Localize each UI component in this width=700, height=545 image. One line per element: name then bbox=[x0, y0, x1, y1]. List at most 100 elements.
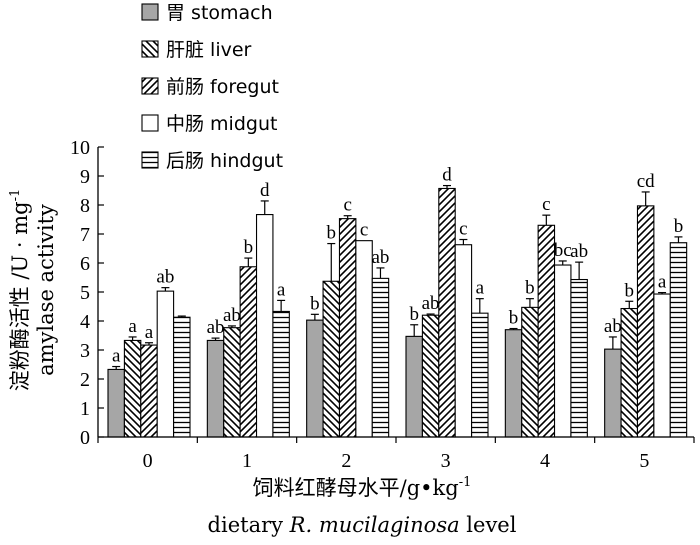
bar bbox=[570, 278, 588, 438]
bar bbox=[206, 339, 225, 438]
significance-label: ab bbox=[207, 317, 225, 338]
bar bbox=[454, 244, 473, 438]
y-tick-label: 10 bbox=[70, 137, 90, 159]
y-tick-label: 8 bbox=[80, 195, 90, 217]
bar bbox=[338, 218, 357, 438]
significance-label: b bbox=[409, 304, 419, 325]
significance-label: b bbox=[525, 278, 535, 299]
x-ticks: 0 1 2 3 4 5 bbox=[97, 437, 695, 472]
x-tick-label: 2 bbox=[341, 450, 351, 472]
bar bbox=[653, 293, 671, 438]
significance-label: ab bbox=[422, 293, 440, 314]
y-axis-title-cn-sup: -1 bbox=[8, 189, 23, 202]
legend-label: 胃 stomach bbox=[166, 2, 273, 24]
significance-label: a bbox=[476, 278, 485, 299]
y-tick-label: 9 bbox=[80, 166, 90, 188]
bar bbox=[371, 277, 390, 438]
y-tick-label: 4 bbox=[80, 311, 90, 333]
x-axis-title-cn: 饲料红酵母水平/g•kg-1 bbox=[253, 475, 472, 500]
significance-label: ab bbox=[156, 267, 174, 288]
bar bbox=[438, 187, 456, 438]
significance-label: b bbox=[327, 223, 337, 244]
bar bbox=[355, 240, 373, 438]
significance-label: c bbox=[343, 195, 351, 216]
bar bbox=[239, 266, 258, 438]
legend-swatch bbox=[141, 151, 159, 169]
significance-label: c bbox=[459, 219, 467, 240]
x-axis-title-en: dietary R. mucilaginosa level bbox=[208, 513, 517, 537]
legend-label: 肝脏 liver bbox=[166, 39, 252, 61]
bar bbox=[107, 368, 125, 438]
significance-label: cd bbox=[637, 171, 655, 192]
y-tick-label: 3 bbox=[80, 340, 90, 362]
bar bbox=[405, 335, 423, 438]
bar bbox=[669, 242, 688, 438]
significance-label: c bbox=[542, 194, 550, 215]
significance-label: a bbox=[145, 322, 154, 343]
x-tick-label: 0 bbox=[143, 450, 153, 472]
y-tick-label: 6 bbox=[80, 253, 90, 275]
bar bbox=[521, 306, 539, 438]
legend-label: 中肠 midgut bbox=[166, 113, 277, 135]
significance-label: ab bbox=[223, 305, 241, 326]
x-tick-label: 1 bbox=[242, 450, 252, 472]
significance-label: a bbox=[112, 346, 121, 367]
bar bbox=[620, 307, 639, 438]
significance-label: ab bbox=[570, 241, 588, 262]
x-tick-label: 3 bbox=[441, 450, 451, 472]
bar bbox=[173, 316, 191, 438]
significance-label: ab bbox=[604, 316, 622, 337]
y-tick-label: 5 bbox=[80, 282, 90, 304]
x-tick-label: 4 bbox=[540, 450, 550, 472]
legend-swatch bbox=[141, 3, 159, 21]
significance-label: d bbox=[442, 165, 452, 186]
significance-label: bc bbox=[554, 240, 572, 261]
x-axis-title-cn-sup: -1 bbox=[459, 475, 472, 490]
y-tick-label: 0 bbox=[80, 427, 90, 449]
y-tick-label: 2 bbox=[80, 369, 90, 391]
bar bbox=[140, 344, 158, 438]
legend-swatch bbox=[141, 77, 159, 95]
bar bbox=[156, 290, 175, 438]
y-axis-title-cn: 淀粉酶活性 /U · mg-1 bbox=[8, 189, 32, 392]
y-tick-label: 1 bbox=[80, 398, 90, 420]
significance-label: b bbox=[674, 216, 684, 237]
bar bbox=[322, 280, 341, 438]
bar bbox=[471, 312, 489, 438]
significance-label: d bbox=[260, 180, 270, 201]
x-tick-label: 5 bbox=[639, 450, 649, 472]
bar bbox=[255, 214, 274, 438]
significance-label: b bbox=[625, 280, 635, 301]
significance-label: a bbox=[658, 272, 667, 293]
significance-label: c bbox=[360, 220, 368, 241]
significance-label: ab bbox=[371, 247, 389, 268]
significance-label: a bbox=[128, 316, 137, 337]
significance-label: b bbox=[244, 237, 254, 258]
y-tick-label: 7 bbox=[80, 224, 90, 246]
legend: 胃 stomach 肝脏 liver 前肠 foregut 中肠 midgut 后肠 h… bbox=[141, 2, 283, 172]
legend-label: 前肠 foregut bbox=[166, 76, 279, 98]
legend-label: 后肠 hindgut bbox=[166, 150, 283, 172]
bar bbox=[537, 224, 556, 438]
bars bbox=[107, 187, 688, 438]
bar bbox=[421, 314, 440, 438]
bar bbox=[636, 205, 655, 438]
error-bars bbox=[112, 184, 683, 370]
bar bbox=[504, 329, 523, 438]
legend-swatch bbox=[141, 114, 159, 132]
bar bbox=[604, 348, 622, 438]
significance-label: b bbox=[310, 293, 320, 314]
y-ticks: 0 1 2 3 4 5 6 7 8 9 10 bbox=[70, 137, 104, 449]
bar bbox=[123, 339, 142, 438]
y-axis-title-en: amylase activity bbox=[34, 204, 58, 376]
bar bbox=[553, 264, 572, 438]
bar bbox=[306, 319, 324, 438]
significance-label: a bbox=[277, 279, 286, 300]
bar bbox=[272, 310, 290, 438]
bar bbox=[223, 327, 241, 438]
legend-swatch bbox=[141, 40, 159, 58]
significance-label: b bbox=[509, 308, 519, 329]
